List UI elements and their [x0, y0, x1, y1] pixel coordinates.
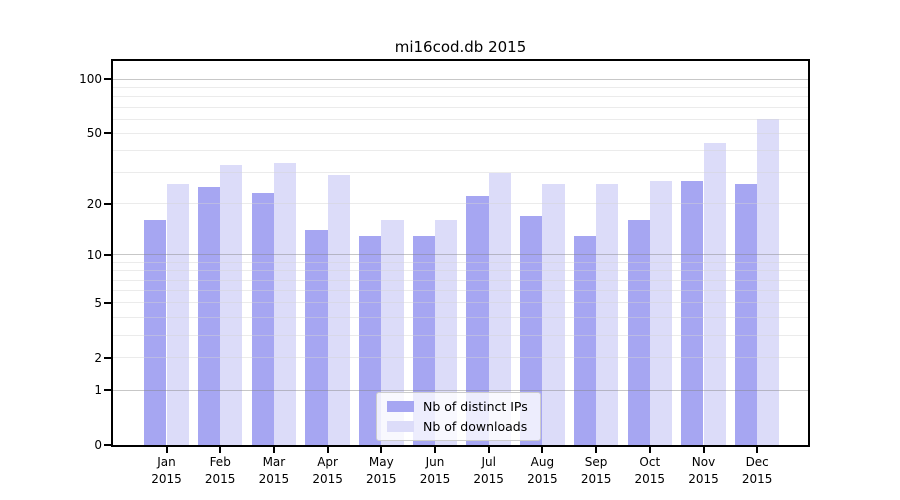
bar-downloads-mar	[273, 163, 297, 445]
bar-downloads-may	[381, 220, 404, 445]
bar-downloads-oct	[649, 180, 673, 445]
bar-downloads-sep	[596, 183, 619, 445]
x-tick-jan	[165, 447, 168, 453]
gridline-5	[113, 302, 808, 304]
x-tick-dec	[756, 447, 759, 453]
x-tick-oct	[648, 447, 651, 453]
legend-label-downloads: Nb of downloads	[423, 419, 528, 434]
y-tick-label-50: 50	[86, 126, 102, 141]
gridline-90	[113, 86, 808, 88]
x-tick-label-feb: Feb 2015	[204, 455, 236, 486]
x-tick-label-nov: Nov 2015	[688, 455, 719, 486]
y-tick-0	[104, 444, 111, 446]
bar-distinct-ips-jul	[466, 196, 489, 445]
x-tick-nov	[702, 447, 705, 453]
x-tick-label-mar: Mar 2015	[258, 455, 290, 486]
x-tick-label-aug: Aug 2015	[527, 455, 558, 486]
y-tick-label-10: 10	[86, 247, 102, 262]
x-tick-jun	[434, 447, 436, 453]
y-tick-label-0: 0	[94, 438, 102, 452]
legend-label-distinct-ips: Nb of distinct IPs	[423, 399, 528, 414]
bar-distinct-ips-jan	[144, 220, 167, 445]
gridline-9	[113, 261, 808, 263]
legend: Nb of distinct IPs Nb of downloads	[376, 392, 541, 441]
gridline-2	[113, 357, 808, 359]
y-tick-label-5: 5	[94, 295, 102, 310]
gridline-40	[113, 150, 808, 152]
bar-distinct-ips-feb	[197, 186, 221, 445]
bar-distinct-ips-nov	[681, 180, 704, 445]
gridline-6	[113, 290, 808, 292]
x-tick-label-jul: Jul 2015	[473, 455, 504, 486]
gridline-20	[113, 203, 808, 205]
gridline-60	[113, 118, 808, 120]
bar-downloads-apr	[327, 175, 350, 445]
x-tick-label-jun: Jun 2015	[419, 455, 451, 486]
y-tick-label-20: 20	[86, 196, 102, 211]
bar-distinct-ips-apr	[305, 230, 328, 445]
y-tick-50	[104, 132, 111, 135]
y-tick-100	[104, 78, 111, 81]
x-tick-label-jan: Jan 2015	[151, 455, 182, 486]
gridline-3	[113, 334, 808, 336]
bar-downloads-aug	[542, 183, 565, 445]
x-tick-label-may: May 2015	[366, 455, 397, 486]
gridline-10	[113, 254, 808, 256]
gridline-7	[113, 279, 808, 281]
bar-downloads-jun	[435, 220, 458, 445]
y-tick-2	[104, 356, 111, 359]
plot-area	[111, 59, 810, 447]
x-tick-sep	[595, 447, 598, 453]
gridline-30	[113, 172, 808, 174]
y-tick-10	[104, 253, 111, 256]
x-tick-label-dec: Dec 2015	[741, 455, 773, 486]
chart-title: mi16cod.db 2015	[394, 38, 527, 56]
downloads-swatch-icon	[387, 421, 414, 432]
bar-downloads-nov	[703, 143, 726, 445]
bar-downloads-jul	[488, 172, 511, 445]
bar-distinct-ips-dec	[734, 183, 758, 445]
y-tick-1	[104, 389, 111, 392]
legend-item-downloads: Nb of downloads	[387, 419, 528, 434]
bar-downloads-jan	[166, 183, 189, 445]
y-tick-label-100: 100	[79, 72, 102, 87]
gridline-50	[113, 132, 808, 134]
bar-downloads-feb	[220, 165, 243, 445]
x-tick-may	[380, 447, 383, 453]
gridline-4	[113, 316, 808, 318]
bar-distinct-ips-aug	[520, 215, 543, 445]
x-tick-feb	[219, 447, 222, 453]
x-tick-aug	[541, 447, 544, 453]
y-tick-5	[104, 301, 111, 304]
distinct-ips-swatch-icon	[387, 401, 414, 412]
bar-distinct-ips-mar	[251, 193, 274, 445]
x-tick-jul	[487, 447, 490, 453]
bar-distinct-ips-sep	[573, 235, 597, 445]
bar-downloads-dec	[757, 119, 780, 445]
gridline-8	[113, 270, 808, 272]
gridline-1	[113, 389, 808, 391]
bar-distinct-ips-may	[359, 235, 382, 445]
y-tick-20	[104, 202, 111, 205]
y-tick-label-1: 1	[94, 383, 102, 398]
y-tick-label-2: 2	[94, 350, 102, 365]
bar-distinct-ips-oct	[627, 220, 650, 445]
x-tick-label-oct: Oct 2015	[634, 455, 666, 486]
x-tick-label-apr: Apr 2015	[312, 455, 343, 486]
gridline-80	[113, 96, 808, 98]
x-tick-label-sep: Sep 2015	[580, 455, 612, 486]
gridline-100	[113, 78, 808, 80]
gridline-70	[113, 106, 808, 108]
x-tick-mar	[272, 447, 275, 453]
x-tick-apr	[326, 447, 329, 453]
legend-item-distinct-ips: Nb of distinct IPs	[387, 399, 528, 414]
